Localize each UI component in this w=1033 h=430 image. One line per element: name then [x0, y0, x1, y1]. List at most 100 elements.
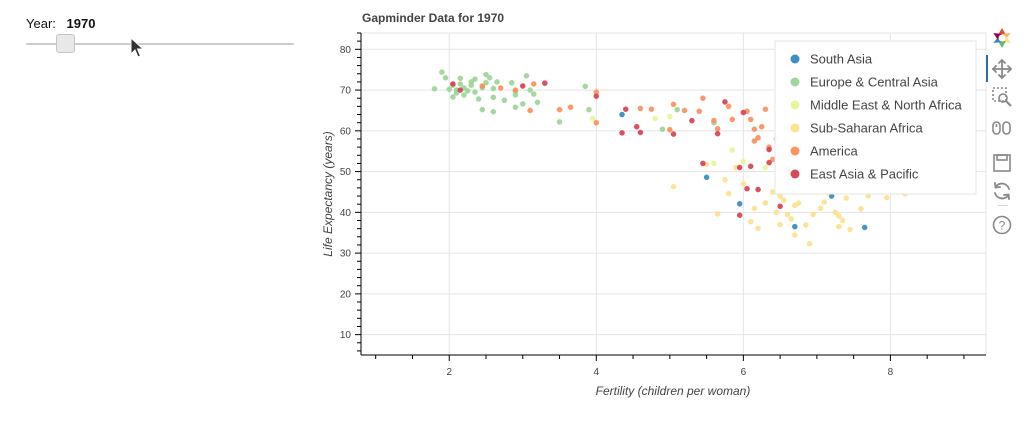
data-point	[700, 160, 706, 167]
data-point	[483, 71, 489, 78]
data-point	[457, 75, 464, 81]
data-point	[740, 109, 747, 116]
data-point	[670, 183, 677, 190]
data-point	[747, 163, 754, 170]
data-point	[751, 126, 758, 132]
legend-marker	[790, 169, 800, 179]
data-point	[777, 221, 783, 228]
data-point	[659, 126, 666, 132]
data-point	[839, 217, 846, 224]
data-point	[633, 123, 640, 130]
y-tick-label: 80	[340, 45, 352, 56]
box-zoom-icon[interactable]	[990, 85, 1014, 109]
y-tick-label: 20	[340, 289, 352, 300]
data-point	[450, 81, 456, 87]
toolbar-divider	[998, 205, 1008, 206]
data-point	[667, 126, 673, 133]
data-point	[784, 211, 791, 218]
data-point	[711, 117, 717, 124]
data-point	[843, 195, 850, 201]
legend: South Asia Europe & Central Asia Middle Ea…	[774, 40, 977, 195]
legend-label: Sub-Saharan Africa	[810, 121, 924, 136]
slider-track[interactable]	[26, 43, 294, 45]
data-point	[586, 106, 592, 113]
data-point	[527, 87, 533, 93]
data-point	[832, 209, 839, 216]
x-axis-label: Fertility (children per woman)	[596, 384, 751, 398]
data-point	[472, 89, 478, 95]
data-point	[542, 80, 548, 86]
data-point	[556, 119, 563, 125]
data-point	[788, 216, 794, 222]
data-point	[714, 130, 721, 137]
active-tool-indicator	[986, 55, 988, 82]
data-point	[747, 218, 754, 225]
x-tick-label: 6	[741, 367, 747, 378]
data-point	[836, 223, 842, 230]
data-point	[483, 79, 489, 86]
reset-icon[interactable]	[990, 179, 1014, 203]
data-point	[755, 186, 761, 193]
data-point	[762, 106, 769, 112]
data-point	[512, 92, 519, 98]
y-tick-label: 10	[340, 330, 352, 341]
data-point	[781, 197, 787, 203]
legend-marker	[790, 123, 800, 133]
data-point	[883, 194, 890, 201]
data-point	[773, 209, 780, 216]
data-point	[740, 181, 747, 187]
legend-box	[774, 40, 977, 195]
pan-icon[interactable]	[990, 57, 1014, 81]
year-slider-title: Year: 1970	[26, 16, 294, 31]
wheel-zoom-icon[interactable]	[990, 117, 1014, 141]
data-point	[740, 158, 747, 165]
data-point	[762, 200, 769, 206]
data-point	[512, 104, 519, 110]
data-point	[744, 185, 750, 192]
data-point	[527, 107, 533, 114]
data-point	[534, 99, 541, 106]
x-tick-label: 2	[446, 367, 452, 378]
data-point	[755, 135, 761, 141]
data-point	[593, 119, 600, 126]
legend-marker	[790, 54, 800, 64]
data-point	[777, 203, 783, 209]
legend-label: East Asia & Pacific	[810, 167, 919, 182]
data-point	[468, 79, 475, 85]
data-point	[556, 106, 563, 113]
data-point	[501, 97, 508, 104]
data-point	[490, 85, 497, 92]
data-point	[861, 224, 868, 231]
year-label: Year:	[26, 16, 56, 31]
legend-label: South Asia	[810, 52, 873, 67]
data-point	[531, 81, 537, 87]
data-point	[736, 164, 743, 171]
data-point	[589, 115, 596, 122]
data-point	[667, 113, 673, 120]
bokeh-logo-icon[interactable]	[990, 26, 1014, 50]
data-point	[729, 147, 736, 153]
slider-handle[interactable]	[56, 34, 76, 53]
data-point	[479, 83, 486, 89]
data-point	[567, 104, 574, 110]
data-point	[836, 213, 842, 219]
legend-label: Middle East & North Africa	[810, 98, 962, 113]
data-point	[689, 117, 695, 124]
data-point	[637, 129, 644, 136]
data-point	[792, 223, 798, 230]
data-point	[766, 159, 772, 166]
data-point	[714, 211, 721, 217]
svg-text:?: ?	[999, 219, 1006, 233]
y-tick-label: 50	[340, 167, 352, 178]
data-point	[858, 205, 864, 212]
data-point	[508, 79, 515, 86]
help-icon[interactable]: ?	[990, 213, 1014, 237]
save-icon[interactable]	[990, 151, 1014, 175]
toolbar: ?	[986, 26, 1018, 246]
data-point	[795, 200, 802, 206]
data-point	[450, 94, 456, 100]
data-point	[681, 107, 688, 114]
year-slider[interactable]: Year: 1970	[26, 16, 294, 56]
legend-label: America	[810, 144, 858, 159]
